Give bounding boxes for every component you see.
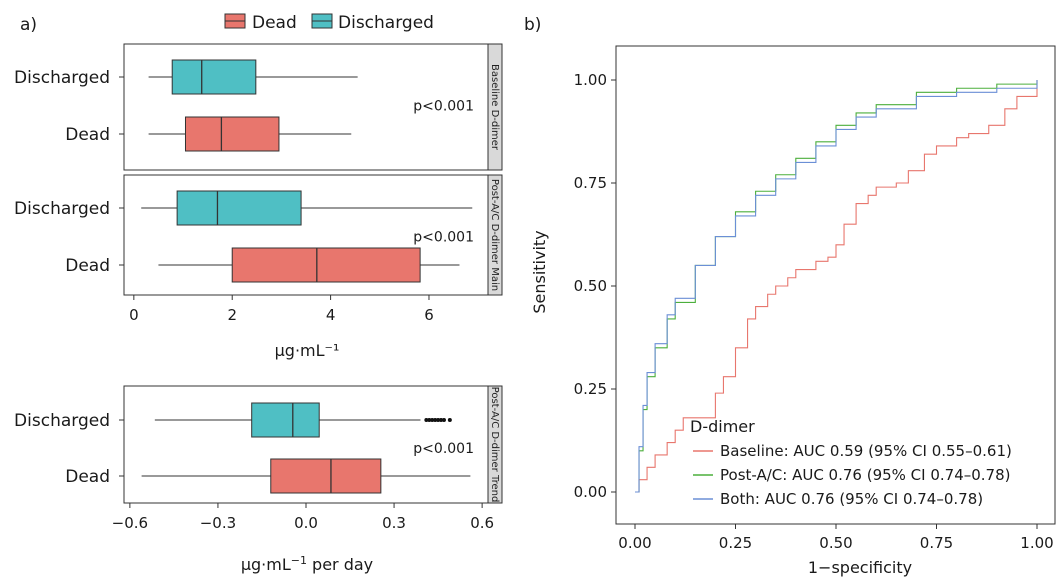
top-x-axis-title: μg·mL⁻¹ bbox=[275, 341, 340, 360]
roc-lines bbox=[635, 80, 1038, 493]
legend-item-discharged: Discharged bbox=[311, 13, 434, 33]
outlier-point bbox=[439, 418, 444, 422]
category-label: Discharged bbox=[14, 411, 110, 431]
roc-x-tick-label: 1.00 bbox=[1020, 534, 1053, 552]
category-label: Discharged bbox=[14, 199, 110, 219]
bottom-x-tick-label: 0.0 bbox=[294, 514, 318, 532]
top-x-tick-label: 2 bbox=[227, 306, 237, 324]
bottom-x-axis: −0.6 −0.3 0.0 0.3 0.6 bbox=[112, 503, 494, 532]
outlier-point bbox=[430, 418, 435, 422]
bottom-x-axis-title-main: μg·mL bbox=[241, 555, 291, 574]
legend-item-dead: Dead bbox=[224, 13, 297, 33]
bottom-x-tick-label: −0.3 bbox=[200, 514, 236, 532]
outlier-point bbox=[433, 418, 438, 422]
facet-strip-label: Baseline D-dimer bbox=[489, 64, 500, 151]
box-layer: p<0.001 p<0.001 p<0.001 bbox=[141, 59, 474, 494]
box-dead bbox=[158, 247, 460, 283]
top-x-tick-label: 6 bbox=[424, 306, 434, 324]
roc-y-tick-label: 0.75 bbox=[574, 174, 607, 192]
box-iqr bbox=[176, 190, 302, 226]
roc-series-line-0 bbox=[635, 80, 1038, 493]
roc-y-axis-title: Sensitivity bbox=[530, 230, 549, 313]
facet-frame bbox=[123, 43, 489, 171]
facet-strip bbox=[487, 385, 503, 504]
p-value-annotation: p<0.001 bbox=[413, 441, 474, 457]
outlier-point bbox=[447, 418, 452, 422]
p-value-annotation: p<0.001 bbox=[413, 230, 474, 246]
roc-legend-label-postac: Post-A/C: AUC 0.76 (95% CI 0.74–0.78) bbox=[720, 466, 1011, 484]
roc-legend-label-baseline: Baseline: AUC 0.59 (95% CI 0.55–0.61) bbox=[720, 442, 1012, 460]
top-x-axis: 0 2 4 6 bbox=[129, 295, 434, 324]
box-iqr bbox=[171, 59, 257, 95]
facet-strip bbox=[487, 43, 503, 171]
box-dead bbox=[148, 116, 352, 152]
bottom-x-axis-title: μg·mL−1 per day bbox=[241, 554, 373, 574]
roc-legend: D-dimer Baseline: AUC 0.59 (95% CI 0.55–… bbox=[690, 417, 1012, 508]
roc-y-tick-label: 0.50 bbox=[574, 277, 607, 295]
bottom-x-tick-label: 0.3 bbox=[382, 514, 406, 532]
top-x-tick-label: 0 bbox=[129, 306, 139, 324]
roc-legend-title: D-dimer bbox=[690, 417, 755, 436]
box-iqr bbox=[184, 116, 280, 152]
panel-b-label: b) bbox=[524, 15, 541, 35]
outlier-point bbox=[436, 418, 441, 422]
category-label: Dead bbox=[65, 256, 110, 276]
bottom-x-axis-title-tail: per day bbox=[307, 555, 373, 574]
roc-y-tick-label: 0.25 bbox=[574, 380, 607, 398]
box-discharged bbox=[141, 190, 473, 226]
box-dead bbox=[141, 458, 471, 494]
facet-strip-label: Post-A/C D-dimer Main bbox=[489, 179, 500, 291]
legend-label-discharged: Discharged bbox=[338, 13, 434, 33]
category-label: Dead bbox=[65, 125, 110, 145]
box-iqr bbox=[251, 402, 320, 438]
outlier-point bbox=[441, 418, 446, 422]
category-label: Discharged bbox=[14, 68, 110, 88]
roc-series-line-2 bbox=[635, 80, 1038, 493]
panel-a-label: a) bbox=[20, 15, 37, 35]
box-discharged bbox=[148, 59, 358, 95]
roc-x-tick-label: 0.50 bbox=[819, 534, 852, 552]
roc-x-tick-label: 0.25 bbox=[719, 534, 752, 552]
roc-x-axis-title: 1−specificity bbox=[808, 558, 912, 577]
roc-x-tick-label: 0.00 bbox=[618, 534, 651, 552]
box-discharged bbox=[154, 402, 452, 438]
legend-label-dead: Dead bbox=[252, 13, 297, 33]
bottom-x-tick-label: −0.6 bbox=[112, 514, 148, 532]
bottom-x-axis-title-sup: −1 bbox=[291, 554, 307, 567]
p-value-annotation: p<0.001 bbox=[413, 99, 474, 115]
roc-frame: 0.00 0.00 0.25 0.25 0.50 0.50 0.75 0.75 1.00 1.00 bbox=[574, 45, 1056, 552]
roc-legend-label-both: Both: AUC 0.76 (95% CI 0.74–0.78) bbox=[720, 490, 983, 508]
bottom-x-tick-label: 0.6 bbox=[470, 514, 494, 532]
top-x-tick-label: 4 bbox=[326, 306, 336, 324]
outlier-point bbox=[424, 418, 429, 422]
facet-strip bbox=[487, 174, 503, 296]
roc-y-tick-label: 0.00 bbox=[574, 483, 607, 501]
outlier-point bbox=[427, 418, 432, 422]
box-iqr bbox=[270, 458, 382, 494]
box-iqr bbox=[231, 247, 421, 283]
roc-y-tick-label: 1.00 bbox=[574, 71, 607, 89]
roc-x-tick-label: 0.75 bbox=[920, 534, 953, 552]
facet-strip-label: Post-A/C D-dimer Trend bbox=[489, 387, 500, 503]
box-legend: Dead Discharged bbox=[224, 13, 434, 33]
category-label: Dead bbox=[65, 467, 110, 487]
